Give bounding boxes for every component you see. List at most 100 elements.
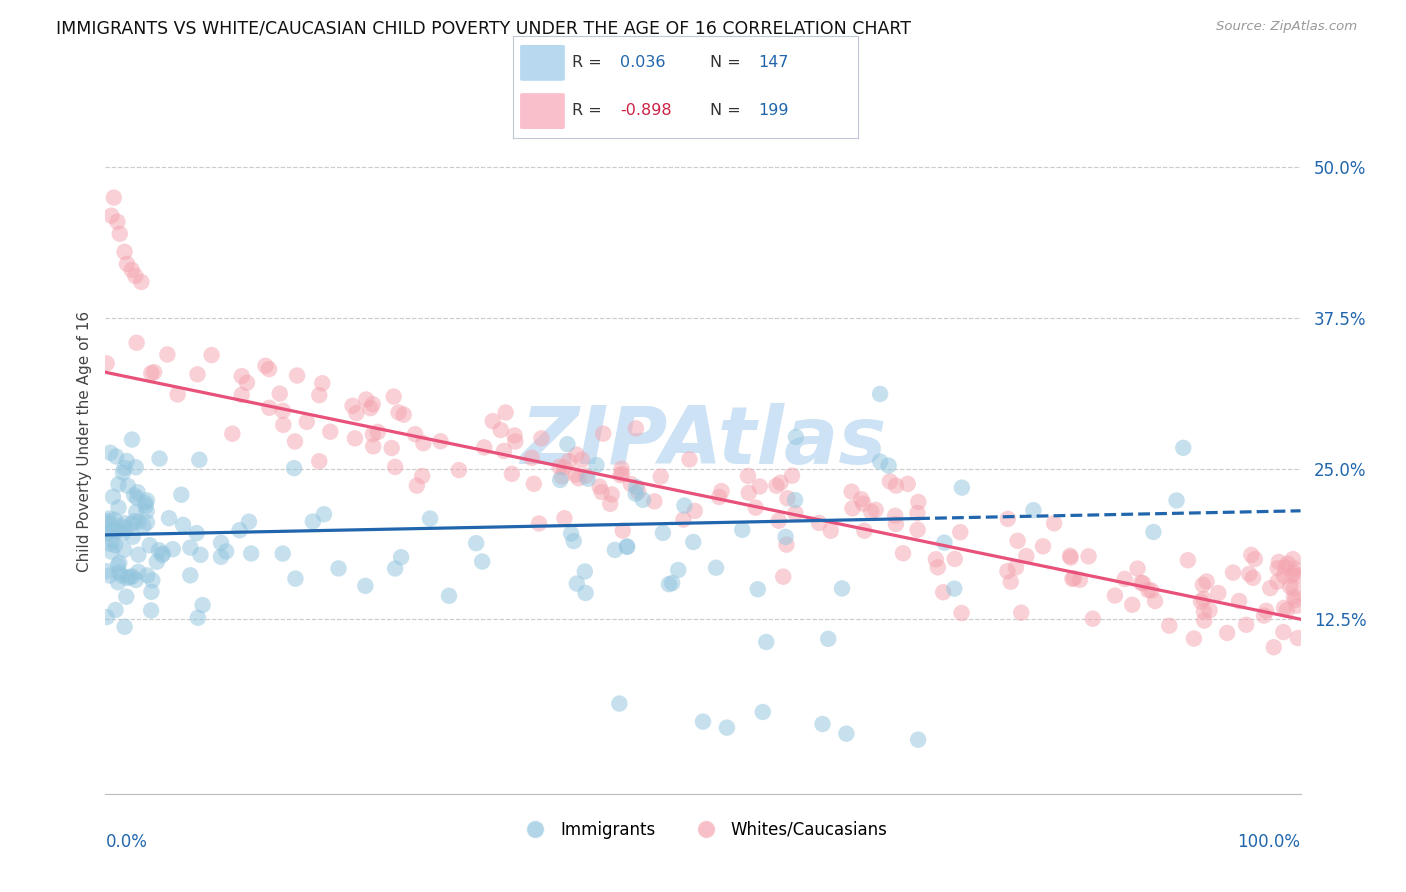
Point bbox=[643, 494, 665, 508]
Point bbox=[747, 582, 769, 597]
Point bbox=[236, 376, 259, 390]
Point bbox=[704, 560, 727, 574]
Point bbox=[565, 576, 588, 591]
Point bbox=[1104, 589, 1126, 603]
Point bbox=[96, 516, 118, 530]
Point bbox=[447, 463, 470, 477]
Point bbox=[1059, 549, 1081, 563]
Point bbox=[360, 401, 382, 416]
Point bbox=[162, 542, 184, 557]
Point bbox=[1130, 575, 1153, 590]
Point bbox=[1222, 566, 1244, 580]
Point bbox=[98, 537, 121, 551]
Point bbox=[571, 452, 593, 467]
Point bbox=[737, 469, 759, 483]
Legend: Immigrants, Whites/Caucasians: Immigrants, Whites/Caucasians bbox=[512, 814, 894, 846]
Point bbox=[172, 517, 194, 532]
Point bbox=[1173, 441, 1195, 455]
Point bbox=[1077, 549, 1099, 564]
Point bbox=[1282, 582, 1305, 596]
Point bbox=[228, 523, 250, 537]
Text: 199: 199 bbox=[758, 103, 789, 118]
Point bbox=[361, 427, 384, 442]
Point bbox=[269, 386, 291, 401]
Point bbox=[631, 492, 654, 507]
Point bbox=[1282, 566, 1305, 580]
Point bbox=[1198, 603, 1220, 617]
Point bbox=[831, 582, 853, 596]
Point bbox=[101, 490, 124, 504]
Point bbox=[884, 517, 907, 532]
Point bbox=[673, 499, 696, 513]
Point bbox=[651, 525, 673, 540]
Point bbox=[1243, 552, 1265, 566]
Point bbox=[132, 519, 155, 533]
Point bbox=[191, 598, 214, 612]
Point bbox=[115, 571, 138, 585]
Point bbox=[141, 585, 163, 599]
Point bbox=[565, 448, 588, 462]
Point bbox=[384, 561, 406, 575]
Point bbox=[530, 431, 553, 445]
Point bbox=[437, 589, 460, 603]
Point bbox=[238, 515, 260, 529]
Point bbox=[1286, 631, 1309, 645]
Point bbox=[553, 511, 575, 525]
Point bbox=[118, 570, 141, 584]
Point bbox=[927, 560, 949, 574]
Point bbox=[1144, 594, 1167, 608]
Point bbox=[1069, 573, 1091, 587]
Point bbox=[166, 387, 188, 401]
Point bbox=[884, 478, 907, 492]
Point bbox=[907, 495, 929, 509]
Point bbox=[101, 533, 124, 547]
Point bbox=[869, 454, 891, 468]
Point bbox=[1000, 574, 1022, 589]
Point bbox=[105, 450, 128, 464]
Point bbox=[588, 480, 610, 494]
Point bbox=[115, 454, 138, 468]
Point bbox=[997, 512, 1019, 526]
Point bbox=[1043, 516, 1066, 531]
Point bbox=[1137, 583, 1160, 598]
Point bbox=[308, 454, 330, 468]
Point bbox=[110, 519, 132, 533]
Point bbox=[187, 611, 209, 625]
Point bbox=[489, 423, 512, 437]
Point bbox=[148, 543, 170, 558]
Point bbox=[592, 426, 614, 441]
Point bbox=[100, 544, 122, 558]
Point bbox=[108, 556, 131, 570]
Point bbox=[1279, 580, 1302, 594]
Point bbox=[567, 471, 589, 485]
Point bbox=[127, 491, 149, 505]
Point bbox=[411, 469, 433, 483]
Point bbox=[624, 421, 647, 435]
Point bbox=[744, 500, 766, 515]
Point bbox=[103, 191, 125, 205]
Point bbox=[575, 468, 598, 483]
Point bbox=[157, 511, 180, 525]
Point bbox=[302, 515, 325, 529]
Point bbox=[361, 439, 384, 453]
Point bbox=[949, 525, 972, 540]
Point bbox=[607, 697, 630, 711]
Point bbox=[716, 721, 738, 735]
Point bbox=[1227, 594, 1250, 608]
Point bbox=[709, 490, 731, 504]
Point bbox=[259, 401, 281, 415]
Point bbox=[751, 705, 773, 719]
Point bbox=[1208, 586, 1230, 600]
Point bbox=[129, 275, 153, 289]
Point bbox=[841, 501, 863, 516]
Point bbox=[1241, 571, 1264, 585]
Point bbox=[1272, 601, 1295, 615]
Point bbox=[127, 485, 149, 500]
Point bbox=[136, 516, 159, 530]
Point bbox=[1258, 581, 1281, 595]
Point bbox=[107, 558, 129, 573]
Point bbox=[342, 399, 364, 413]
Point bbox=[748, 479, 770, 493]
Point bbox=[1140, 583, 1163, 598]
Point bbox=[122, 514, 145, 528]
